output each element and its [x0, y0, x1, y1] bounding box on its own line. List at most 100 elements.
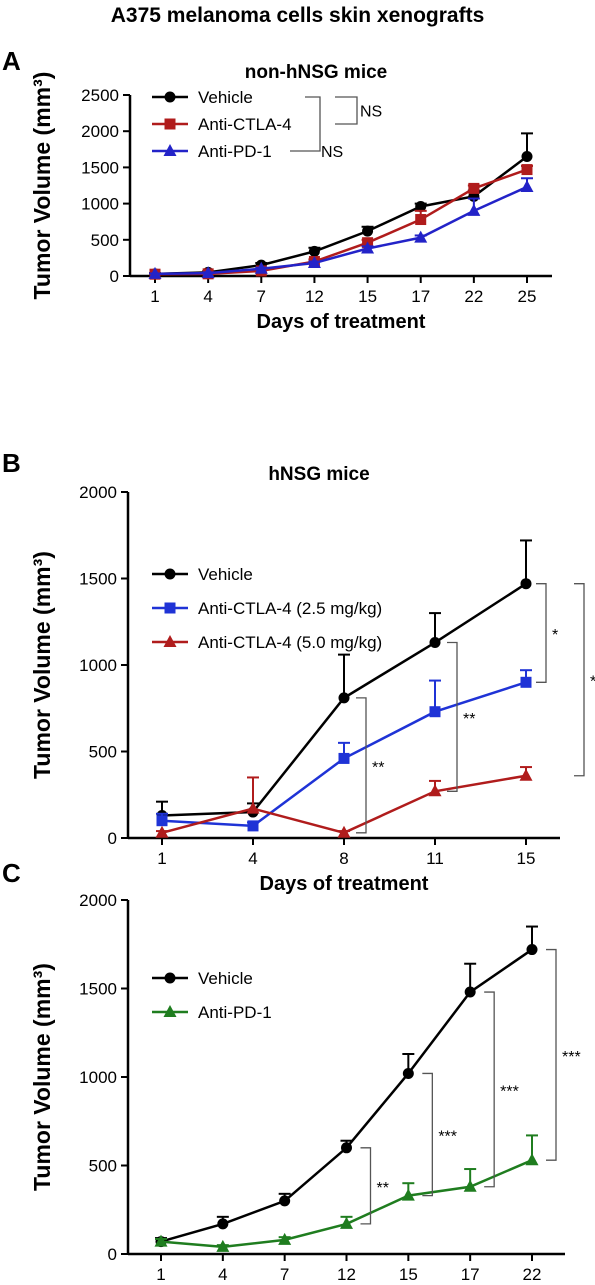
panel-letter: B	[2, 448, 21, 478]
x-tick-label: 4	[248, 849, 257, 868]
data-point	[338, 692, 350, 704]
legend-marker	[163, 635, 177, 647]
data-point	[362, 225, 374, 237]
y-tick-label: 500	[89, 1157, 117, 1176]
y-tick-label: 1500	[79, 570, 117, 589]
significance-label: NS	[321, 144, 343, 161]
figure-title: A375 melanoma cells skin xenografts	[110, 4, 485, 27]
x-tick-label: 25	[518, 287, 537, 306]
x-tick-label: 4	[203, 287, 212, 306]
significance-bracket	[356, 697, 367, 834]
data-point	[217, 1218, 229, 1230]
x-tick-label: 15	[358, 287, 377, 306]
legend-label: Anti-PD-1	[198, 142, 272, 161]
x-tick-label: 11	[426, 849, 444, 868]
legend-marker	[164, 568, 176, 580]
significance-bracket	[536, 583, 547, 683]
significance-bracket	[574, 583, 585, 777]
x-tick-label: 17	[461, 1265, 480, 1284]
legend-label: Vehicle	[198, 969, 253, 988]
x-tick-label: 22	[523, 1265, 542, 1284]
series-line	[154, 185, 528, 276]
x-axis-label: Days of treatment	[260, 873, 429, 895]
significance-bracket	[422, 1072, 433, 1197]
data-point	[467, 203, 481, 216]
y-tick-label: 500	[89, 743, 117, 762]
x-tick-label: 7	[280, 1265, 289, 1284]
panel-letter: A	[2, 46, 21, 76]
data-point	[246, 801, 260, 814]
panel-title: hNSG mice	[268, 464, 369, 485]
data-point	[429, 637, 441, 649]
y-tick-label: 1000	[81, 195, 119, 214]
series-line	[160, 948, 533, 1243]
significance-label: **	[372, 759, 384, 776]
x-tick-label: 22	[464, 287, 483, 306]
significance-bracket	[447, 641, 458, 792]
x-tick-label: 12	[305, 287, 324, 306]
y-tick-label: 2500	[81, 86, 119, 105]
data-point	[521, 151, 533, 163]
significance-label: ***	[500, 1083, 519, 1100]
significance-label: *	[552, 627, 558, 644]
data-point	[415, 214, 427, 226]
data-point	[402, 1067, 414, 1079]
x-tick-label: 1	[157, 849, 166, 868]
data-point	[279, 1195, 291, 1207]
x-tick-label: 15	[399, 1265, 418, 1284]
data-point	[520, 676, 532, 688]
data-point	[216, 1239, 230, 1252]
data-point	[307, 255, 321, 268]
data-point	[428, 784, 442, 797]
y-tick-label: 1000	[79, 1068, 117, 1087]
data-point	[521, 164, 533, 176]
y-tick-label: 2000	[79, 891, 117, 910]
data-point	[525, 1153, 539, 1166]
legend-marker	[164, 91, 176, 103]
legend-label: Anti-PD-1	[198, 1003, 272, 1022]
y-tick-label: 0	[108, 829, 117, 848]
y-tick-label: 1500	[81, 158, 119, 177]
data-point	[154, 1234, 168, 1247]
y-tick-label: 2000	[81, 122, 119, 141]
significance-label: ***	[562, 1049, 581, 1066]
series-line	[160, 1159, 533, 1249]
data-point	[308, 245, 320, 257]
y-tick-label: 2000	[79, 483, 117, 502]
y-axis-label: Tumor Volume (mm³)	[29, 551, 55, 779]
data-point	[341, 1142, 352, 1154]
data-point	[340, 1216, 353, 1229]
data-point	[520, 179, 534, 192]
legend-label: Vehicle	[198, 565, 253, 584]
legend-label: Anti-CTLA-4 (5.0 mg/kg)	[198, 633, 382, 652]
data-point	[429, 706, 441, 718]
y-tick-label: 0	[108, 1245, 117, 1264]
significance-bracket	[335, 96, 358, 125]
significance-bracket	[290, 96, 321, 152]
x-axis-label: Days of treatment	[257, 311, 426, 333]
data-point	[278, 1232, 292, 1245]
x-tick-label: 7	[257, 287, 266, 306]
legend-marker	[164, 602, 176, 614]
data-point	[415, 200, 427, 212]
data-point	[401, 1188, 415, 1201]
legend-marker	[164, 972, 176, 984]
legend-label: Anti-CTLA-4	[198, 115, 292, 134]
significance-bracket	[484, 991, 495, 1188]
data-point	[520, 578, 532, 590]
panel-c-chart: C 0 500 1000 1500 2000 1 4 7 12 15 17 22 Days of trea…	[2, 858, 581, 1284]
data-point	[464, 986, 476, 998]
x-tick-label: 4	[218, 1265, 227, 1284]
significance-label: **	[463, 711, 475, 728]
legend-label: Anti-CTLA-4 (2.5 mg/kg)	[198, 599, 382, 618]
data-point	[361, 241, 375, 254]
data-point	[463, 1179, 477, 1192]
legend-label: Vehicle	[198, 88, 253, 107]
data-point	[526, 944, 538, 956]
legend-marker	[164, 118, 176, 130]
data-point	[155, 825, 169, 838]
legend-marker	[163, 144, 177, 156]
panel-letter: C	[2, 858, 21, 888]
